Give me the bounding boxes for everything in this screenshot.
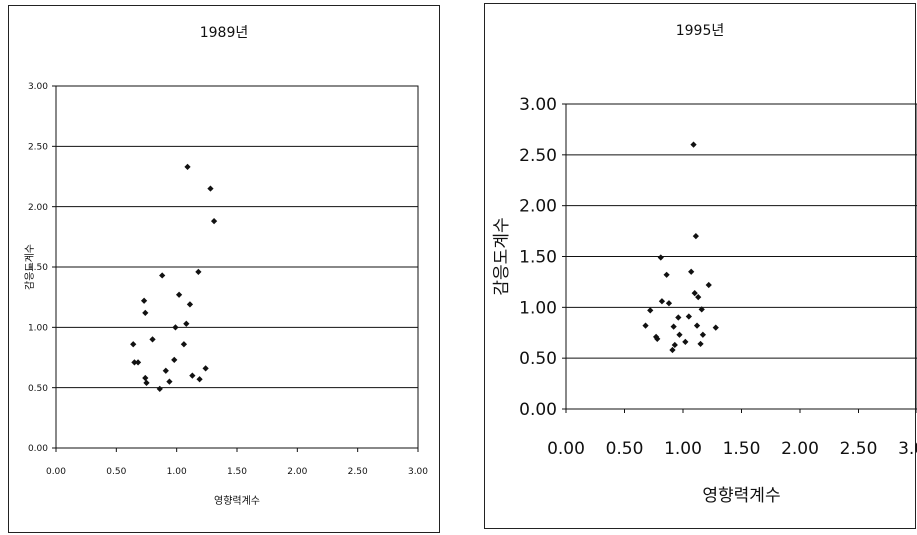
data-point <box>657 254 664 261</box>
data-point <box>130 341 137 348</box>
x-tick-label: 0.50 <box>606 439 644 459</box>
x-tick-label: 2.00 <box>287 467 307 477</box>
y-tick-label: 0.00 <box>28 444 48 454</box>
data-point <box>691 289 698 297</box>
data-point <box>697 340 704 348</box>
scatter-plot-1995: 0.00 0.50 1.00 1.50 2.00 2.50 3.00 0.00 0.50 1.00… <box>492 95 917 506</box>
y-tick-label: 0.00 <box>519 400 557 420</box>
y-tick-label: 1.00 <box>519 298 557 318</box>
data-point <box>693 322 701 329</box>
data-point <box>142 374 149 382</box>
y-tick-label: 2.50 <box>519 146 557 166</box>
data-point <box>189 372 196 379</box>
x-tick-label: 0.00 <box>46 467 66 477</box>
data-point <box>149 336 156 343</box>
y-tick-label: 3.00 <box>519 95 557 115</box>
data-point <box>665 300 673 307</box>
y-tick-label: 0.50 <box>28 384 48 394</box>
y-tick-label: 0.50 <box>519 349 557 369</box>
data-point <box>210 218 218 225</box>
y-tick-label: 1.00 <box>28 323 48 333</box>
data-point <box>207 185 214 192</box>
data-point <box>196 376 203 383</box>
data-point <box>156 385 163 392</box>
data-point <box>685 313 692 320</box>
chart-title-1995: 1995년 <box>675 23 725 39</box>
y-tick-label: 3.00 <box>28 82 48 92</box>
y-tick-label: 1.50 <box>28 263 48 273</box>
y-tick-label: 2.00 <box>519 197 557 217</box>
data-point <box>175 291 183 298</box>
chart-panel-1995: 1995년 0.00 0.50 1.00 1.50 2.00 2.50 3.00 0.00 0.… <box>484 3 917 529</box>
x-tick-label: 3.00 <box>898 439 917 459</box>
data-point <box>166 378 173 385</box>
data-point <box>675 314 682 321</box>
y-axis-label: 감응도계수 <box>24 244 36 290</box>
chart-panel-1989: 1989년 0.00 0.50 1.00 1.50 2.00 2.50 3.00 0.00 0.… <box>8 5 440 533</box>
x-axis-label: 영향력계수 <box>702 486 780 506</box>
data-point <box>663 271 670 278</box>
data-point <box>642 322 649 329</box>
data-point <box>695 294 702 301</box>
data-point <box>162 367 169 374</box>
data-point <box>142 309 149 316</box>
data-point <box>180 341 188 348</box>
data-point <box>682 338 689 346</box>
data-point <box>172 324 179 331</box>
data-point <box>690 141 697 148</box>
y-tick-label: 1.50 <box>519 247 557 267</box>
data-point <box>171 356 178 364</box>
data-point <box>658 298 666 305</box>
x-tick-label: 1.50 <box>227 467 247 477</box>
data-point <box>134 359 142 366</box>
data-point <box>184 163 191 170</box>
x-tick-label: 1.00 <box>664 439 702 459</box>
data-point <box>183 320 190 327</box>
data-point <box>143 379 150 386</box>
data-point <box>159 272 166 279</box>
x-tick-label: 2.50 <box>348 467 368 477</box>
data-point <box>140 297 148 304</box>
data-point <box>692 233 699 240</box>
chart-title-1989: 1989년 <box>199 25 249 41</box>
data-point <box>699 331 707 338</box>
scatter-plot-1989: 0.00 0.50 1.00 1.50 2.00 2.50 3.00 0.00 0.50 1.00… <box>24 82 428 507</box>
data-point <box>688 268 695 275</box>
data-point <box>670 323 677 330</box>
y-axis-label: 감응도계수 <box>492 217 512 295</box>
data-point <box>647 307 654 314</box>
x-tick-label: 1.00 <box>167 467 187 477</box>
data-point <box>712 324 719 331</box>
x-tick-label: 0.50 <box>106 467 126 477</box>
x-tick-label: 1.50 <box>723 439 761 459</box>
data-point <box>186 301 194 308</box>
data-point <box>202 365 209 372</box>
x-tick-label: 2.00 <box>781 439 819 459</box>
x-tick-label: 2.50 <box>840 439 878 459</box>
x-axis-label: 영향력계수 <box>214 495 260 507</box>
x-tick-label: 0.00 <box>547 439 585 459</box>
data-point <box>195 268 202 275</box>
data-point <box>705 281 712 289</box>
y-tick-label: 2.00 <box>28 203 48 213</box>
data-point <box>676 331 683 338</box>
x-tick-label: 3.00 <box>408 467 428 477</box>
y-tick-label: 2.50 <box>28 142 48 152</box>
